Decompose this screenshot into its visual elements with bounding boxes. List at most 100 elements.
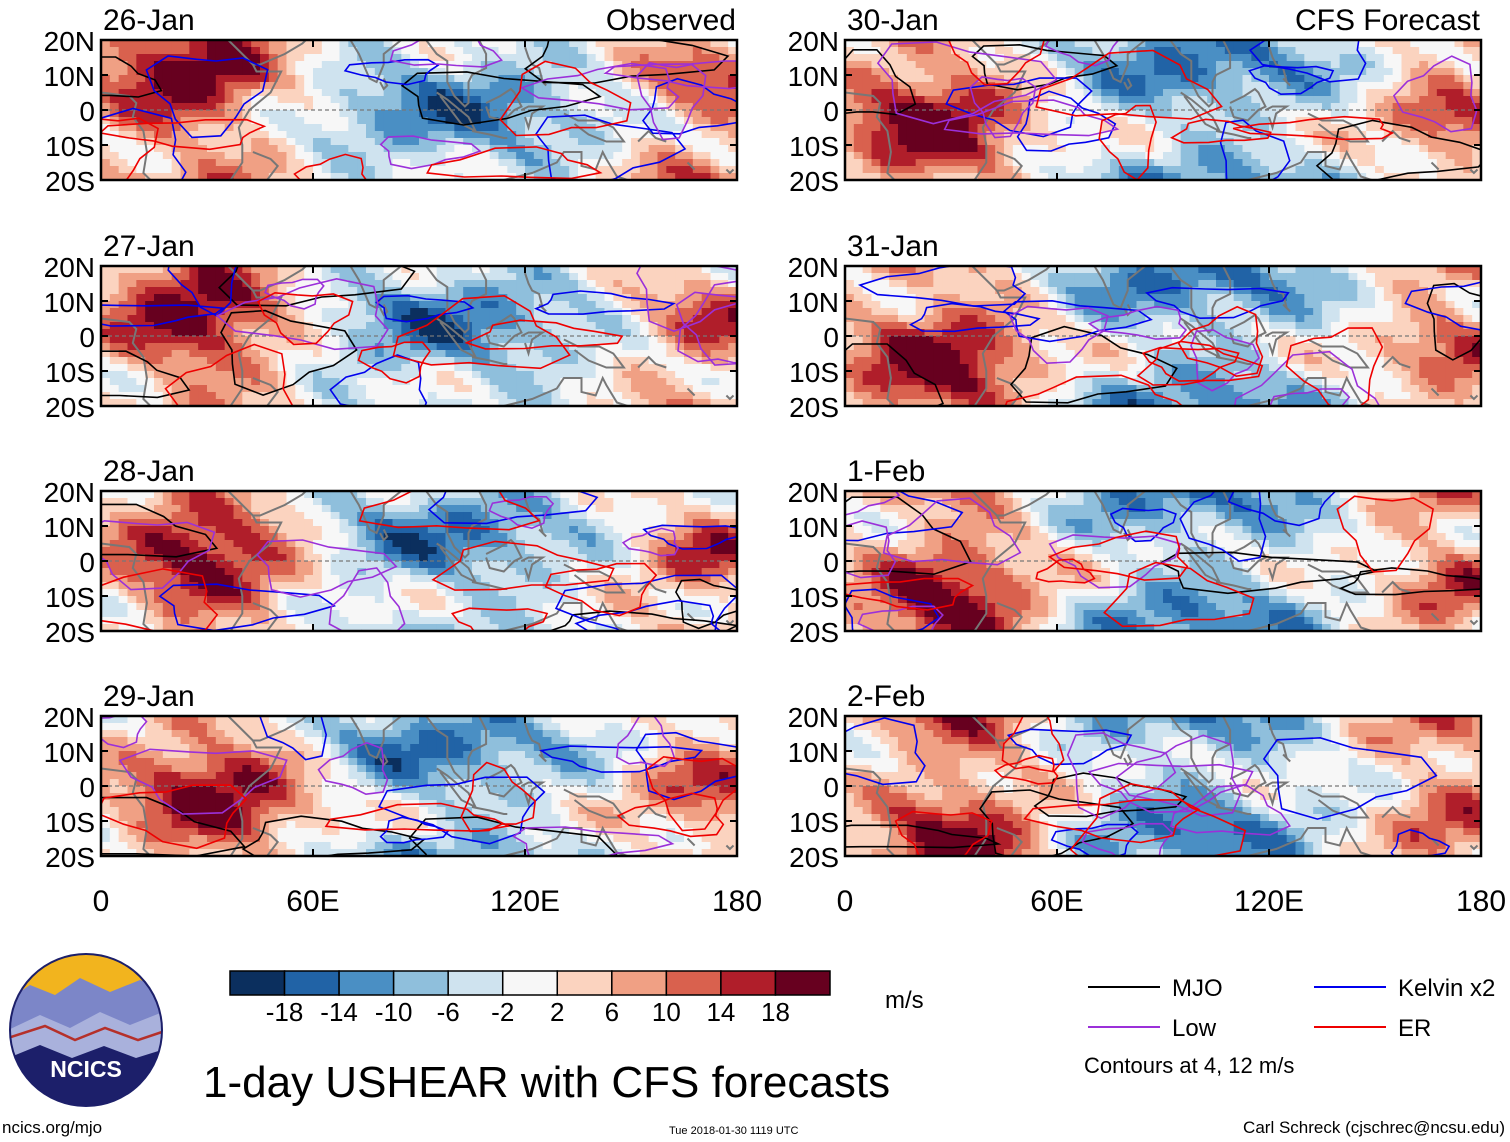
shear-cell xyxy=(145,287,155,295)
shear-cell xyxy=(710,751,720,759)
shear-cell xyxy=(277,533,288,541)
shear-cell xyxy=(410,624,420,631)
shear-cell xyxy=(622,152,632,160)
shear-cell xyxy=(410,561,420,569)
shear-cell xyxy=(198,82,208,90)
shear-cell xyxy=(118,173,129,180)
shear-cell xyxy=(198,75,208,83)
shear-cell xyxy=(622,723,632,731)
shear-cell xyxy=(719,315,729,323)
shear-cell xyxy=(692,75,703,83)
shear-cell xyxy=(445,554,455,562)
shear-cell xyxy=(357,287,367,295)
shear-cell xyxy=(127,730,137,738)
shear-cell xyxy=(357,266,367,274)
shear-cell xyxy=(383,96,394,104)
shear-cell xyxy=(728,322,737,330)
shear-cell xyxy=(277,730,288,738)
shear-cell xyxy=(684,329,694,337)
shear-cell xyxy=(189,357,199,365)
shear-cell xyxy=(498,505,508,513)
shear-cell xyxy=(366,152,376,160)
shear-cell xyxy=(666,751,676,759)
shear-cell xyxy=(472,350,482,358)
shear-cell xyxy=(569,519,579,527)
shear-cell xyxy=(321,89,332,97)
shear-cell xyxy=(357,533,367,541)
shear-cell xyxy=(357,568,367,576)
shear-cell xyxy=(445,512,455,520)
shear-cell xyxy=(436,273,447,281)
shear-cell xyxy=(427,575,438,583)
shear-cell xyxy=(109,68,120,76)
shear-cell xyxy=(242,547,252,555)
wave-contour xyxy=(164,343,294,406)
shear-cell xyxy=(162,568,173,576)
shear-cell xyxy=(560,315,570,323)
shear-cell xyxy=(374,624,385,631)
wave-contour xyxy=(675,291,737,366)
shear-cell xyxy=(604,173,614,180)
shear-cell xyxy=(109,526,120,534)
shear-cell xyxy=(622,266,632,274)
shear-cell xyxy=(180,505,190,513)
shear-cell xyxy=(533,533,544,541)
shear-cell xyxy=(701,138,712,146)
shear-cell xyxy=(392,117,402,125)
shear-cell xyxy=(710,378,720,386)
shear-cell xyxy=(127,294,137,302)
shear-cell xyxy=(639,554,650,562)
shear-cell xyxy=(692,47,703,55)
shear-cell xyxy=(622,371,632,379)
shear-cell xyxy=(639,82,650,90)
shear-cell xyxy=(251,315,261,323)
shear-cell xyxy=(657,350,667,358)
shear-cell xyxy=(631,512,641,520)
shear-cell xyxy=(339,561,349,569)
shear-cell xyxy=(304,730,314,738)
shear-cell xyxy=(321,603,332,611)
shear-cell xyxy=(728,716,737,724)
coastline xyxy=(436,542,478,585)
shear-cell xyxy=(480,110,491,118)
shear-cell xyxy=(207,40,217,48)
shear-cell xyxy=(613,287,623,295)
shear-cell xyxy=(277,54,288,62)
shear-cell xyxy=(242,610,252,618)
shear-cell xyxy=(127,40,137,48)
shear-cell xyxy=(675,737,685,745)
shear-cell xyxy=(207,138,217,146)
shear-cell xyxy=(171,723,182,731)
shear-cell xyxy=(595,540,606,548)
shear-cell xyxy=(171,758,182,766)
shear-cell xyxy=(242,40,252,48)
shear-cell xyxy=(525,378,535,386)
shear-cell xyxy=(295,173,305,180)
shear-cell xyxy=(304,166,314,174)
shear-cell xyxy=(675,273,685,281)
shear-cell xyxy=(586,40,597,48)
shear-cell xyxy=(692,385,703,393)
shear-cell xyxy=(560,723,570,731)
shear-cell xyxy=(304,533,314,541)
shear-cell xyxy=(525,145,535,153)
shear-cell xyxy=(560,547,570,555)
shear-cell xyxy=(454,315,464,323)
shear-cell xyxy=(339,103,349,111)
shear-cell xyxy=(101,145,111,153)
shear-cell xyxy=(374,751,385,759)
shear-cell xyxy=(357,350,367,358)
shear-cell xyxy=(295,737,305,745)
shear-cell xyxy=(586,723,597,731)
shear-cell xyxy=(171,266,182,274)
shear-cell xyxy=(207,131,217,139)
shear-cell xyxy=(162,378,173,386)
shear-cell xyxy=(569,364,579,372)
shear-cell xyxy=(542,371,553,379)
shear-cell xyxy=(445,730,455,738)
shear-cell xyxy=(207,159,217,167)
shear-cell xyxy=(410,294,420,302)
shear-cell xyxy=(348,47,358,55)
wave-contour xyxy=(488,496,555,530)
shear-cell xyxy=(480,589,491,597)
